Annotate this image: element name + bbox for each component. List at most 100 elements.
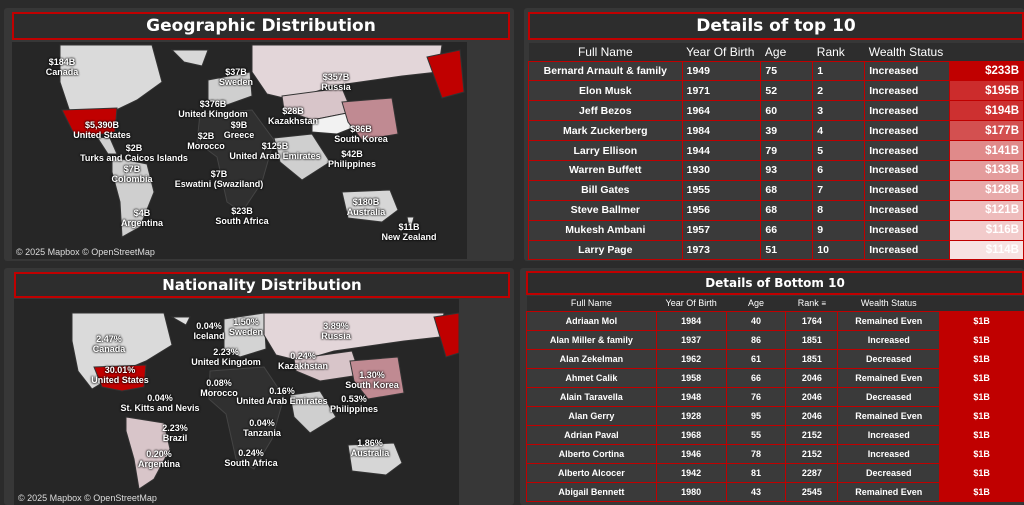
map-credit[interactable]: © 2025 Mapbox © OpenStreetMap [18,493,157,503]
table-cell: Increased [837,425,941,446]
table-cell: 1980 [655,482,727,503]
table-cell: 93 [760,159,814,181]
table-cell: 2152 [785,444,839,465]
col-header-rank[interactable]: Rank ≡ [785,296,838,311]
bottom10-row[interactable]: Alan Zekelman 1962 61 1851 Decreased $1B [526,348,1024,369]
top10-row[interactable]: Mukesh Ambani 1957 66 9 Increased $116B [528,219,1024,241]
geo-label: United Arab Emirates [229,151,321,161]
nat-label: Argentina [137,459,181,469]
map-credit[interactable]: © 2025 Mapbox © OpenStreetMap [16,247,155,257]
top10-row[interactable]: Mark Zuckerberg 1984 39 4 Increased $177B [528,120,1024,142]
table-cell: 2287 [785,463,839,484]
geo-label: Russia [321,82,351,92]
wealth-cell: $233B [949,60,1024,82]
nat-label: 3.89% [323,321,349,331]
wealth-cell: $133B [949,159,1024,181]
bottom10-table: Full Name Year Of Birth Age Rank ≡ Wealt… [526,296,1024,503]
table-cell: 1944 [681,140,762,161]
nat-label: Russia [321,331,351,341]
nat-label: Brazil [162,433,188,443]
bottom10-row[interactable]: Alberto Alcocer 1942 81 2287 Decreased $1B [526,463,1024,484]
wealth-cell: $1B [939,444,1024,465]
nat-label: 0.08% [206,378,232,388]
geo-label: $184B [48,57,76,67]
table-cell: 2046 [785,405,839,427]
table-cell: Larry Ellison [528,140,683,161]
table-cell: Increased [837,329,941,350]
nat-label: 1.50% [233,317,259,327]
geo-label: $376B [199,99,227,109]
top10-row[interactable]: Elon Musk 1971 52 2 Increased $195B [528,80,1024,102]
geo-label: South Africa [215,216,269,226]
geo-label: Argentina [120,218,164,228]
geo-map[interactable]: $184B Canada $5,390B United States $2B T… [12,42,467,259]
bottom10-row[interactable]: Adriaan Mol 1984 40 1764 Remained Even $1B [526,310,1024,331]
top10-table: Full Name Year Of Birth Age Rank Wealth … [528,43,1024,261]
table-cell: Increased [864,239,951,261]
bottom10-row[interactable]: Adrian Paval 1968 55 2152 Increased $1B [526,425,1024,446]
bottom10-row[interactable]: Ahmet Calik 1958 66 2046 Remained Even $1B [526,367,1024,388]
top10-row[interactable]: Larry Ellison 1944 79 5 Increased $141B [528,140,1024,161]
top10-title: Details of top 10 [528,12,1024,40]
col-header[interactable] [939,296,1024,311]
bottom10-row[interactable]: Alberto Cortina 1946 78 2152 Increased $1B [526,444,1024,465]
wealth-cell: $141B [949,140,1024,161]
nat-label: 2.23% [213,347,239,357]
table-cell: 9 [812,219,866,241]
col-header[interactable]: Wealth Status [864,43,950,61]
col-header[interactable]: Age [726,296,786,311]
col-header[interactable]: Full Name [528,43,683,61]
table-cell: Jeff Bezos [528,100,683,122]
wealth-cell: $194B [949,100,1024,122]
col-header[interactable]: Rank [812,43,865,61]
table-cell: 2152 [785,425,839,446]
top10-row[interactable]: Steve Ballmer 1956 68 8 Increased $121B [528,199,1024,221]
wealth-cell: $114B [949,239,1024,261]
nat-label: St. Kitts and Nevis [120,403,200,413]
nat-map[interactable]: 2.47% Canada 30.01% United States 0.04% … [14,299,459,505]
bottom10-row[interactable]: Alan Gerry 1928 95 2046 Remained Even $1B [526,405,1024,427]
wealth-cell: $1B [939,310,1024,331]
table-cell: 81 [725,463,787,484]
geo-label: $42B [341,149,363,159]
nat-label: Tanzania [243,428,281,438]
table-cell: Increased [837,444,941,465]
top10-row[interactable]: Jeff Bezos 1964 60 3 Increased $194B [528,100,1024,122]
bottom10-row[interactable]: Alain Taravella 1948 76 2046 Decreased $1B [526,386,1024,407]
col-header[interactable] [949,43,1024,61]
col-header[interactable]: Year Of Birth [682,43,761,61]
top10-panel: Details of top 10 Full Name Year Of Birt… [524,8,1024,261]
table-cell: 1984 [655,310,727,331]
col-header[interactable]: Full Name [526,296,657,311]
top10-row[interactable]: Bernard Arnault & family 1949 75 1 Increased… [528,60,1024,82]
col-header[interactable]: Wealth Status [837,296,940,311]
nat-label: 0.04% [249,418,275,428]
table-cell: 43 [725,482,787,503]
top10-row[interactable]: Warren Buffett 1930 93 6 Increased $133B [528,159,1024,181]
geo-label: $2B [125,143,143,153]
table-cell: 68 [760,199,814,221]
top10-row[interactable]: Larry Page 1973 51 10 Increased $114B [528,239,1024,261]
bottom10-row[interactable]: Abigail Bennett 1980 43 2545 Remained Even $1… [526,482,1024,503]
table-cell: Increased [864,140,951,161]
table-cell: 1956 [681,199,762,221]
nat-label: 30.01% [104,365,136,375]
table-cell: Mark Zuckerberg [528,120,683,142]
table-cell: 1942 [655,463,727,484]
nat-label: Sweden [228,327,264,337]
sort-icon[interactable]: ≡ [821,299,826,309]
wealth-cell: $195B [949,80,1024,102]
wealth-cell: $1B [939,405,1024,427]
table-cell: Decreased [837,386,941,407]
table-cell: 79 [760,140,814,161]
geo-label: $4B [133,208,151,218]
nat-label: 0.24% [238,448,264,458]
geo-label: $28B [282,106,304,116]
nat-label: Canada [92,344,126,354]
col-header[interactable]: Year Of Birth [656,296,727,311]
top10-row[interactable]: Bill Gates 1955 68 7 Increased $128B [528,179,1024,201]
bottom10-row[interactable]: Alan Miller & family 1937 86 1851 Increased $… [526,329,1024,350]
col-header[interactable]: Age [760,43,813,61]
wealth-cell: $177B [949,120,1024,142]
table-cell: 1 [812,60,866,82]
